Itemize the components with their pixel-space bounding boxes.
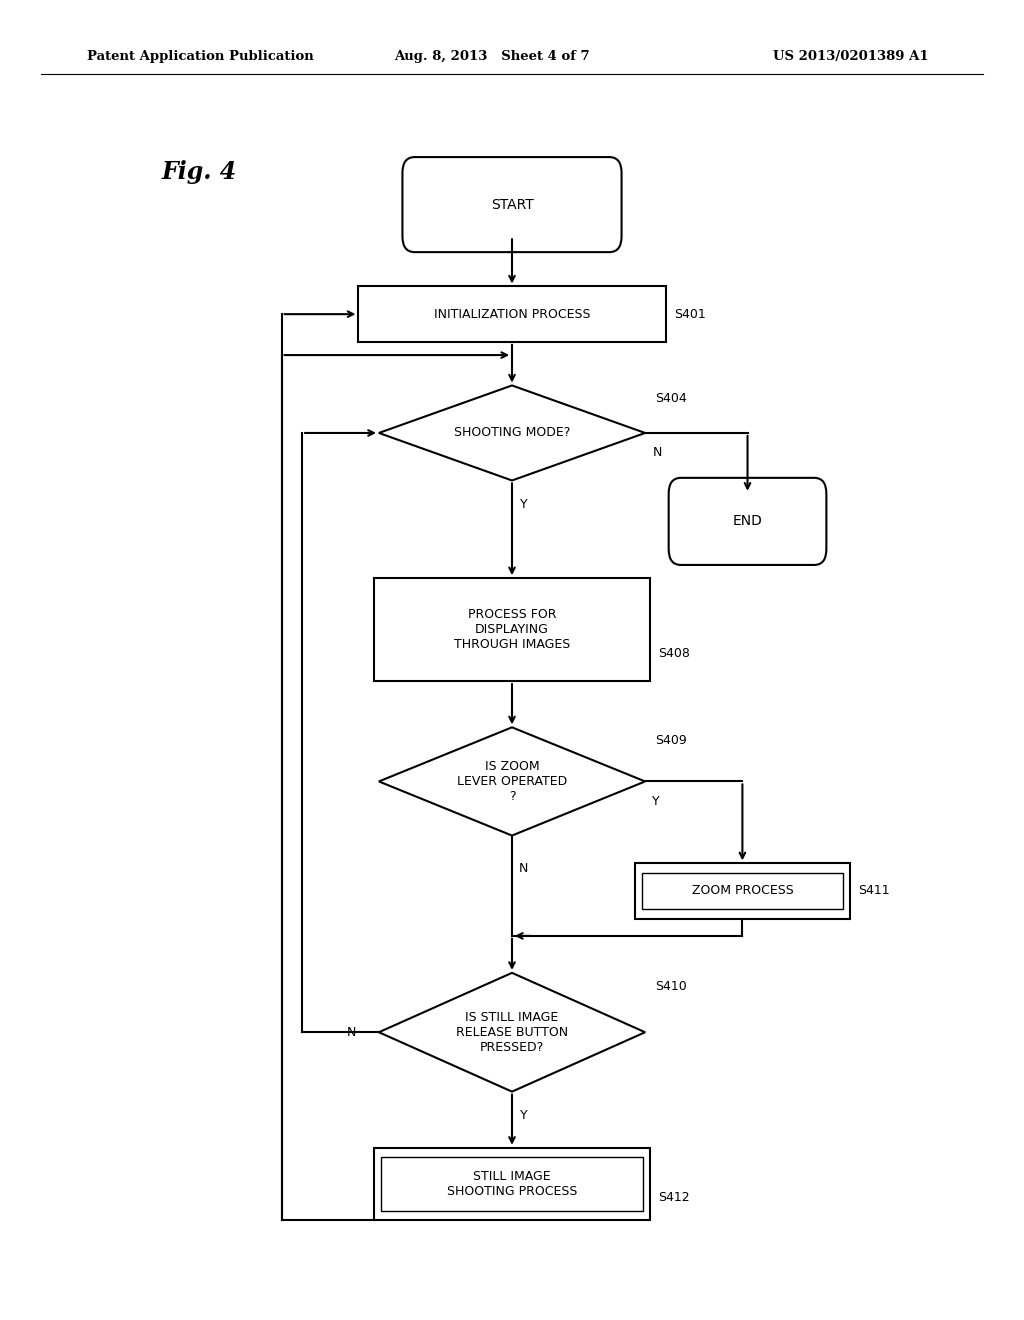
Text: S410: S410 — [655, 979, 687, 993]
Text: S404: S404 — [655, 392, 687, 405]
Bar — [358, 286, 666, 342]
Text: S411: S411 — [858, 884, 890, 898]
Text: SHOOTING MODE?: SHOOTING MODE? — [454, 426, 570, 440]
Text: S408: S408 — [658, 647, 690, 660]
Text: S409: S409 — [655, 734, 687, 747]
Text: Fig. 4: Fig. 4 — [162, 160, 238, 183]
Bar — [635, 863, 850, 919]
Text: US 2013/0201389 A1: US 2013/0201389 A1 — [773, 50, 929, 63]
FancyBboxPatch shape — [402, 157, 622, 252]
Polygon shape — [379, 727, 645, 836]
Text: ZOOM PROCESS: ZOOM PROCESS — [691, 884, 794, 898]
Polygon shape — [379, 385, 645, 480]
Text: Aug. 8, 2013   Sheet 4 of 7: Aug. 8, 2013 Sheet 4 of 7 — [394, 50, 590, 63]
Text: PROCESS FOR
DISPLAYING
THROUGH IMAGES: PROCESS FOR DISPLAYING THROUGH IMAGES — [454, 609, 570, 651]
Text: IS STILL IMAGE
RELEASE BUTTON
PRESSED?: IS STILL IMAGE RELEASE BUTTON PRESSED? — [456, 1011, 568, 1053]
Text: Y: Y — [520, 1109, 527, 1122]
Text: N: N — [652, 446, 662, 459]
FancyBboxPatch shape — [669, 478, 826, 565]
Text: Y: Y — [652, 795, 659, 808]
Text: N: N — [519, 862, 528, 875]
Text: N: N — [347, 1026, 356, 1039]
Text: Patent Application Publication: Patent Application Publication — [87, 50, 313, 63]
Text: INITIALIZATION PROCESS: INITIALIZATION PROCESS — [434, 308, 590, 321]
Polygon shape — [379, 973, 645, 1092]
Bar — [381, 1156, 643, 1212]
Text: S412: S412 — [658, 1191, 690, 1204]
Text: STILL IMAGE
SHOOTING PROCESS: STILL IMAGE SHOOTING PROCESS — [446, 1170, 578, 1199]
Bar — [642, 873, 843, 909]
Text: END: END — [732, 515, 763, 528]
Text: S401: S401 — [674, 308, 706, 321]
Text: Y: Y — [520, 498, 527, 511]
Text: START: START — [490, 198, 534, 211]
Bar — [374, 1147, 650, 1220]
Bar — [374, 578, 650, 681]
Text: IS ZOOM
LEVER OPERATED
?: IS ZOOM LEVER OPERATED ? — [457, 760, 567, 803]
